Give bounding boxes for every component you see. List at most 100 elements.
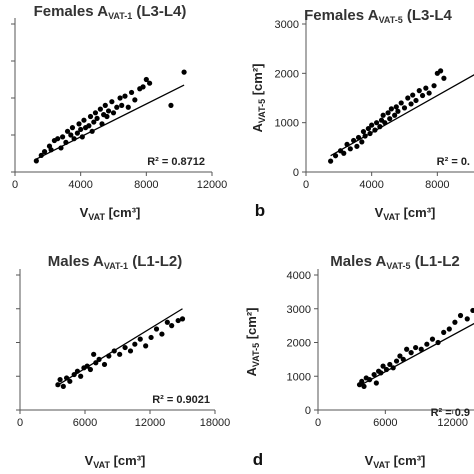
data-point [86,123,92,129]
data-point [393,358,400,364]
data-point [140,84,146,90]
r-squared-label: R² = 0.9 [431,407,470,419]
data-point [78,373,84,379]
y-tick-label: 3000 [287,304,311,316]
data-point [405,95,411,101]
data-point [360,128,367,135]
r-squared-label: R² = 0.8712 [147,156,205,168]
data-point [137,336,143,342]
data-point [387,116,393,122]
data-point [470,307,474,314]
data-point [169,323,175,329]
panel-3: 0 6000 12000 18000 Males AVAT-1 (L1-L2) VVAT … [16,253,230,470]
data-point [347,146,353,152]
data-point [147,80,153,86]
panel-2: 0 4000 8000 0 1000 2000 3000 Females AVAT-5 (L3… [250,7,474,222]
data-point [441,329,447,335]
data-point [373,380,379,386]
panel-title: Males AVAT-1 (L1-L2) [48,253,182,271]
data-point [132,341,138,347]
data-point [101,361,108,368]
panel-title: Males AVAT-5 (L1-L2 [330,253,459,271]
x-tick-label: 4000 [68,179,92,191]
data-point [380,112,386,118]
data-point [57,377,63,383]
data-point [92,110,99,116]
data-point [164,319,170,325]
data-point [117,95,123,101]
panel-letter: b [255,201,265,220]
y-tick-label: 0 [305,405,311,417]
r-squared-label: R² = 0.9021 [152,394,210,406]
x-tick-label: 4000 [359,179,383,191]
data-point [117,351,123,357]
data-point [371,371,377,378]
data-point [452,319,458,325]
data-point [373,120,380,126]
data-point [55,136,61,142]
y-axis-label: AVAT-5 [cm²] [244,308,261,377]
data-point [413,344,419,351]
panel-4: 0 6000 12000 0 1000 2000 3000 4000 Males AVAT-5 … [244,253,474,470]
data-point [87,366,94,373]
data-point [143,343,149,349]
x-tick-label: 12000 [197,179,228,191]
data-point [41,149,48,155]
y-tick-label: 2000 [287,338,311,350]
x-tick-label: 12000 [135,417,166,429]
data-point [395,108,401,114]
trend-line [36,84,185,160]
x-tick-label: 0 [303,179,309,191]
data-point [74,130,80,136]
data-point [143,76,149,83]
data-point [153,326,160,332]
y-tick-label: 0 [293,167,299,179]
data-point [175,317,181,324]
data-point [413,97,419,104]
data-point [69,125,76,131]
panel-title: Females AVAT-5 (L3-L4 [304,7,452,25]
data-point [67,378,73,384]
data-point [110,110,117,116]
data-point [341,150,347,156]
x-tick-label: 8000 [134,179,158,191]
data-point [109,99,115,105]
data-point [423,85,429,91]
data-point [359,139,365,145]
data-point [408,350,414,356]
data-point [159,331,165,337]
x-tick-label: 0 [315,417,321,429]
trend-line [55,308,183,387]
x-tick-label: 6000 [73,417,97,429]
data-point [68,132,74,138]
data-point [64,128,71,134]
data-point [97,106,103,112]
data-point [114,104,120,110]
data-point [401,105,408,111]
data-point [132,97,138,103]
data-point [91,351,97,357]
data-point [416,88,422,94]
data-point [78,126,84,133]
data-point [168,102,174,108]
data-point [87,113,94,120]
data-point [105,108,112,114]
data-point [393,104,399,110]
data-point [359,378,365,384]
data-point [354,143,360,149]
data-point [33,158,39,164]
data-point [419,92,426,99]
data-point [60,134,66,140]
data-point [181,69,187,75]
x-tick-label: 18000 [200,417,231,429]
data-point [424,341,430,347]
data-point [125,104,131,110]
data-point [398,100,404,106]
y-tick-label: 1000 [287,371,311,383]
data-point [119,102,125,108]
data-point [60,383,66,389]
x-tick-label: 0 [17,417,23,429]
data-point [464,316,470,322]
x-tick-label: 0 [12,179,18,191]
